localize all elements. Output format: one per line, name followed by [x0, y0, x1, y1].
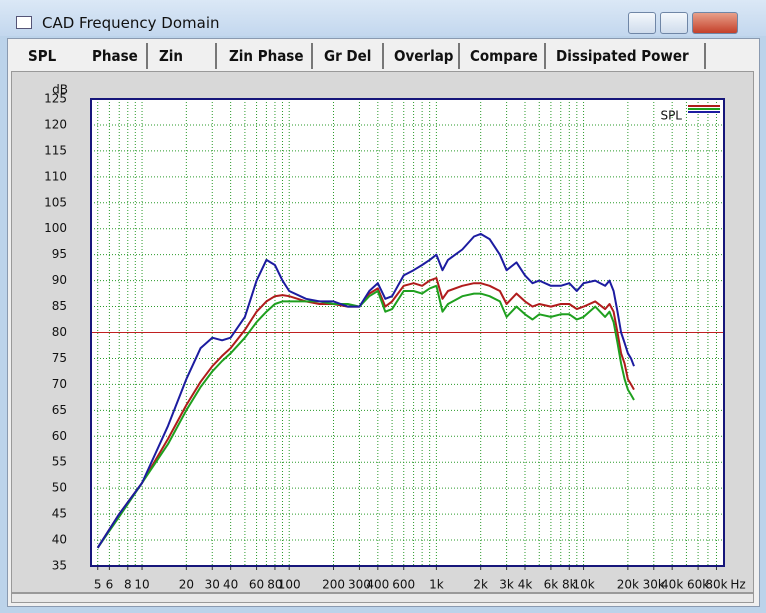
y-tick-label: 85	[52, 299, 67, 313]
x-tick-label: 40k	[661, 578, 683, 592]
y-tick-label: 115	[44, 143, 67, 157]
x-tick-label: 5	[94, 578, 102, 592]
window-icon	[16, 16, 32, 29]
legend-label: SPL	[660, 109, 682, 123]
x-tick-label: 60k	[687, 578, 709, 592]
tab[interactable]: Zin	[153, 43, 217, 69]
tab[interactable]: SPL	[22, 43, 78, 69]
x-tick-label: 6	[106, 578, 114, 592]
x-tick-label: 30	[205, 578, 220, 592]
x-tick-label: 600	[392, 578, 415, 592]
x-tick-label: 10	[134, 578, 149, 592]
y-tick-label: 40	[52, 533, 67, 547]
minimize-button[interactable]	[628, 12, 656, 34]
y-tick-label: 80	[52, 325, 67, 339]
y-tick-label: 100	[44, 221, 67, 235]
tab[interactable]: Gr Del	[318, 43, 384, 69]
plot-border	[90, 98, 725, 567]
x-tick-label: 30k	[643, 578, 665, 592]
y-tick-label: 125	[44, 92, 67, 106]
y-tick-label: 110	[44, 169, 67, 183]
y-tick-label: 50	[52, 481, 67, 495]
scrollbar[interactable]	[11, 593, 754, 603]
x-tick-label: 60	[249, 578, 264, 592]
y-tick-label: 90	[52, 273, 67, 287]
y-tick-label: 120	[44, 117, 67, 131]
y-tick-label: 35	[52, 559, 67, 573]
spl-curve	[96, 232, 635, 549]
y-tick-label: 95	[52, 247, 67, 261]
x-tick-label: 6k	[544, 578, 559, 592]
x-tick-label: 2k	[473, 578, 488, 592]
window-title: CAD Frequency Domain	[42, 14, 220, 32]
x-tick-label: 8	[124, 578, 132, 592]
y-tick-label: 75	[52, 351, 67, 365]
y-tick-label: 60	[52, 429, 67, 443]
maximize-button[interactable]	[660, 12, 688, 34]
x-tick-label: 200	[322, 578, 345, 592]
x-tick-label: 20k	[617, 578, 639, 592]
x-tick-label: 80	[267, 578, 282, 592]
x-tick-label: 100	[278, 578, 301, 592]
spl-curve	[96, 284, 635, 549]
x-tick-label: 80k	[705, 578, 727, 592]
y-tick-label: 70	[52, 377, 67, 391]
close-button[interactable]	[692, 12, 738, 34]
x-tick-label: 4k	[518, 578, 533, 592]
x-tick-label: 8k	[562, 578, 577, 592]
y-tick-label: 65	[52, 403, 67, 417]
x-tick-label: 400	[366, 578, 389, 592]
spl-curve	[96, 277, 635, 549]
tab[interactable]: Compare	[464, 43, 546, 69]
tab[interactable]: Dissipated Power	[550, 43, 706, 69]
x-tick-label: 40	[223, 578, 238, 592]
x-axis-unit: Hz	[730, 578, 745, 592]
y-tick-label: 45	[52, 507, 67, 521]
x-tick-label: 20	[179, 578, 194, 592]
x-tick-label: 10k	[572, 578, 594, 592]
y-tick-label: 105	[44, 195, 67, 209]
y-tick-label: 55	[52, 455, 67, 469]
title-bar: CAD Frequency Domain	[0, 0, 766, 36]
tab[interactable]: Phase	[86, 43, 148, 69]
tab[interactable]: Zin Phase	[223, 43, 313, 69]
tab[interactable]: Overlap	[388, 43, 460, 69]
x-tick-label: 300	[348, 578, 371, 592]
x-tick-label: 3k	[499, 578, 514, 592]
x-tick-label: 1k	[429, 578, 444, 592]
y-axis-label: dB	[52, 83, 68, 97]
